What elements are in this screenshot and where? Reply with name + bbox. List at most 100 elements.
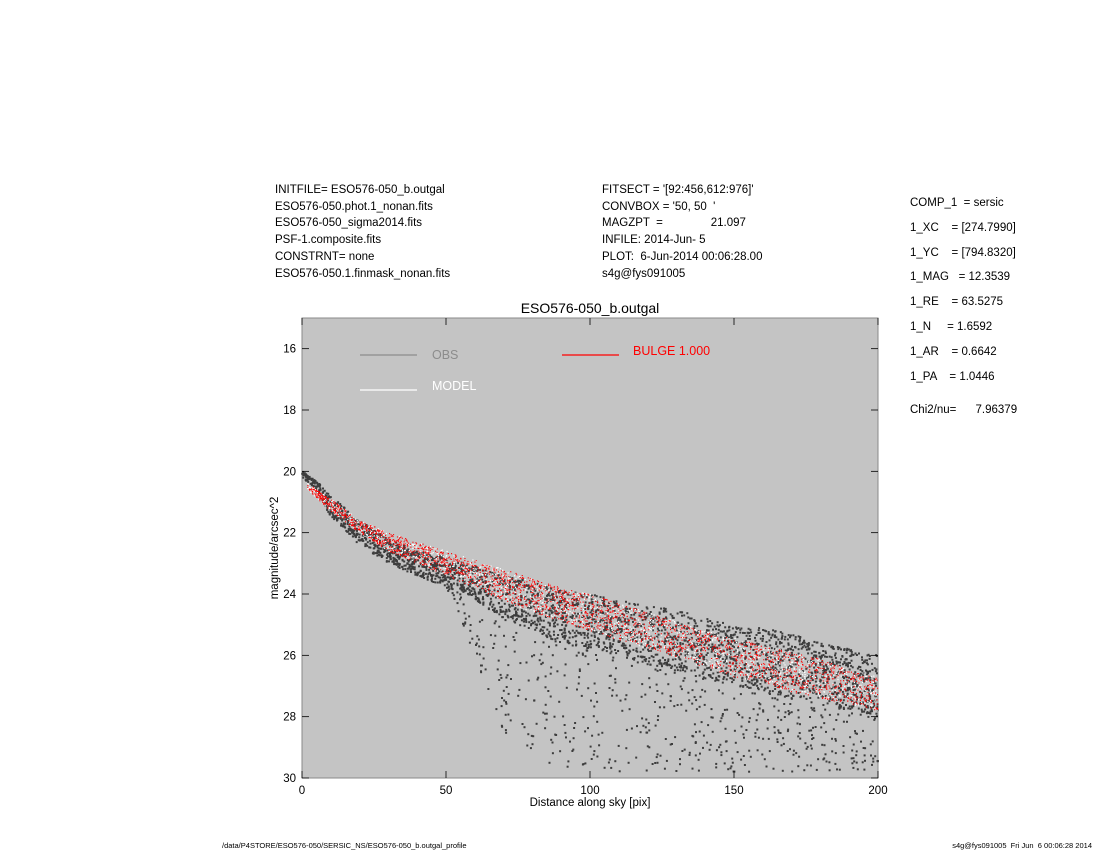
- obs-point: [812, 688, 815, 691]
- model-point: [864, 702, 866, 704]
- model-point: [667, 639, 669, 641]
- obs-point: [480, 670, 482, 673]
- obs-point: [838, 661, 840, 664]
- obs-point: [565, 624, 568, 627]
- obs-point: [449, 576, 452, 579]
- obs-point: [598, 744, 601, 747]
- obs-point: [602, 601, 605, 604]
- obs-point: [563, 629, 566, 632]
- obs-point: [587, 727, 589, 730]
- obs-point: [482, 601, 485, 604]
- obs-point: [462, 580, 465, 583]
- obs-point: [539, 612, 542, 615]
- obs-point: [460, 565, 463, 567]
- model-point: [698, 662, 700, 664]
- obs-point: [732, 639, 735, 642]
- model-point: [703, 660, 705, 662]
- obs-point: [824, 753, 827, 756]
- obs-point: [542, 619, 545, 622]
- obs-point: [717, 679, 720, 682]
- model-point: [382, 530, 385, 532]
- model-point: [818, 662, 820, 665]
- model-point: [758, 676, 760, 678]
- model-point: [769, 681, 771, 683]
- obs-point: [558, 604, 560, 607]
- obs-point: [744, 649, 746, 652]
- bulge-point: [424, 557, 426, 559]
- obs-point: [527, 606, 529, 609]
- obs-point: [781, 677, 784, 680]
- model-point: [486, 571, 488, 573]
- model-point: [709, 660, 711, 662]
- obs-point: [757, 664, 760, 666]
- model-point: [408, 558, 410, 560]
- model-point: [552, 616, 554, 618]
- obs-point: [531, 594, 534, 597]
- obs-point: [309, 482, 312, 485]
- model-point: [542, 587, 545, 589]
- obs-point: [796, 658, 799, 661]
- obs-point: [865, 712, 868, 715]
- obs-point: [682, 626, 685, 629]
- obs-point: [505, 686, 508, 688]
- obs-point: [547, 593, 550, 596]
- model-point: [470, 562, 472, 564]
- obs-point: [407, 567, 410, 570]
- obs-point: [741, 668, 744, 670]
- model-point: [801, 671, 803, 673]
- model-point: [833, 674, 835, 676]
- model-point: [542, 594, 544, 596]
- model-point: [592, 599, 594, 601]
- obs-point: [824, 695, 827, 697]
- obs-point: [837, 648, 840, 651]
- obs-point: [659, 620, 662, 623]
- obs-point: [411, 551, 414, 554]
- bulge-point: [520, 595, 522, 597]
- obs-point: [679, 669, 682, 672]
- obs-point: [517, 694, 520, 697]
- obs-point: [442, 573, 445, 576]
- model-point: [604, 616, 606, 618]
- model-point: [595, 608, 597, 610]
- obs-point: [490, 600, 493, 603]
- model-point: [413, 544, 415, 546]
- obs-point: [601, 632, 603, 635]
- obs-point: [663, 607, 666, 610]
- obs-point: [671, 658, 674, 661]
- model-point: [630, 629, 632, 631]
- obs-point: [440, 574, 443, 576]
- model-point: [493, 584, 495, 587]
- obs-point: [693, 669, 696, 672]
- obs-point: [815, 641, 818, 644]
- model-point: [429, 553, 431, 555]
- obs-point: [705, 631, 708, 634]
- obs-point: [573, 612, 576, 615]
- model-point: [780, 672, 782, 674]
- header-psf-file: PSF-1.composite.fits: [275, 234, 382, 247]
- model-point: [648, 632, 650, 634]
- model-point: [420, 543, 422, 545]
- obs-point: [414, 554, 417, 557]
- obs-point: [530, 622, 533, 625]
- obs-point: [442, 579, 445, 582]
- bulge-point: [562, 597, 564, 599]
- obs-point: [302, 474, 305, 477]
- model-point: [750, 669, 753, 671]
- model-point: [500, 587, 502, 589]
- obs-point: [721, 630, 724, 633]
- obs-point: [731, 681, 734, 684]
- model-point: [807, 689, 809, 691]
- model-point: [857, 704, 860, 706]
- obs-point: [411, 565, 414, 568]
- obs-point: [379, 534, 382, 537]
- obs-point: [578, 676, 581, 679]
- obs-point: [756, 749, 759, 752]
- obs-point: [441, 570, 444, 573]
- obs-point: [749, 638, 751, 641]
- model-point: [383, 533, 385, 535]
- obs-point: [654, 616, 657, 619]
- obs-point: [861, 696, 864, 698]
- obs-point: [560, 601, 563, 604]
- obs-point: [463, 590, 466, 593]
- model-point: [438, 562, 440, 564]
